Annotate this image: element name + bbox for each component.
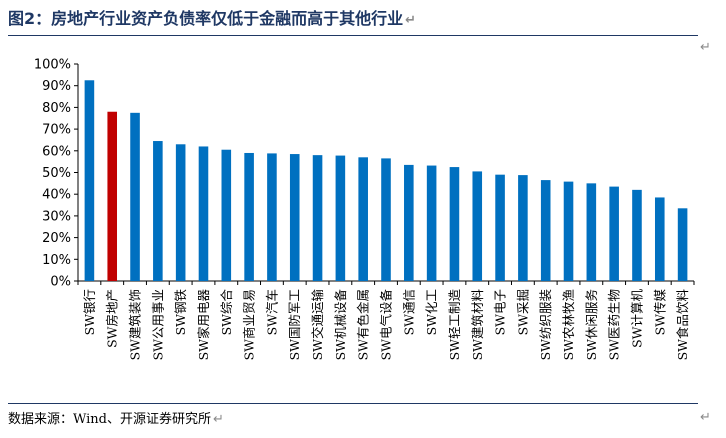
bar (381, 158, 391, 281)
bar-chart: 0% 10% 20% 30% 40% 50% 60% 70% 80% 90% 100% SW银行 SW房… (0, 44, 726, 400)
bar (244, 152, 254, 281)
category-label: SW房地产 (105, 289, 120, 348)
bar (312, 155, 323, 281)
category-label: SW有色金属 (356, 289, 371, 360)
bar (563, 181, 574, 281)
category-label: SW通信 (401, 289, 416, 335)
category-label: SW国防军工 (287, 289, 302, 360)
category-label: SW医药生物 (607, 289, 622, 360)
bar (130, 112, 140, 281)
bar (175, 144, 186, 281)
return-mark: ↵ (700, 410, 711, 425)
category-label: SW机械设备 (333, 289, 348, 361)
category-label: SW家用电器 (196, 289, 211, 361)
y-tick-label: 0% (50, 275, 71, 290)
category-label: SW化工 (424, 289, 439, 335)
category-label: SW电气设备 (379, 289, 394, 361)
chart-title: 图2：房地产行业资产负债率仅低于金融而高于其他行业 ↵ (8, 9, 417, 28)
return-mark: ↵ (700, 40, 711, 55)
bar (495, 174, 505, 281)
category-label: SW银行 (82, 289, 97, 335)
return-mark: ↵ (405, 13, 417, 28)
bar (609, 186, 619, 281)
bar (335, 155, 346, 281)
footer-rule (8, 403, 698, 404)
bar (586, 183, 597, 281)
y-tick-label: 90% (42, 79, 71, 94)
y-tick-label: 60% (42, 144, 71, 159)
category-label: SW公用事业 (150, 289, 165, 360)
bar (518, 175, 528, 281)
source-note: 数据来源：Wind、开源证券研究所 ↵ (8, 412, 224, 427)
category-label: SW交通运输 (310, 289, 325, 361)
bar (107, 111, 118, 282)
bar (289, 154, 300, 281)
category-label: SW商业贸易 (242, 289, 257, 360)
y-tick-label: 40% (42, 188, 71, 203)
bar (267, 153, 277, 281)
bar (358, 157, 368, 281)
bar (84, 80, 95, 282)
category-label: SW食品饮料 (675, 289, 690, 361)
bar (404, 164, 414, 281)
y-tick-label: 20% (42, 231, 71, 246)
category-label: SW综合 (219, 289, 234, 336)
bar-chart-svg: 0% 10% 20% 30% 40% 50% 60% 70% 80% 90% 100% SW银行 SW房… (34, 58, 695, 361)
bar (153, 141, 163, 281)
y-tick-label: 10% (42, 253, 71, 268)
y-tick-label: 30% (42, 209, 71, 224)
category-label: SW休闲服务 (584, 289, 599, 360)
bar (198, 146, 209, 281)
category-label: SW建筑材料 (470, 289, 485, 361)
category-label: SW汽车 (264, 289, 279, 335)
category-label: SW传媒 (652, 289, 667, 336)
y-tick-label: 50% (42, 166, 71, 181)
bar (426, 165, 437, 281)
y-tick-label: 100% (34, 58, 71, 73)
category-label: SW采掘 (515, 289, 530, 335)
title-rule (8, 35, 698, 36)
bar (632, 189, 642, 281)
y-tick-label: 70% (42, 123, 71, 138)
category-label: SW计算机 (629, 289, 644, 348)
bar (677, 208, 688, 281)
category-label: SW建筑装饰 (128, 289, 143, 360)
bar (472, 171, 483, 281)
category-label: SW钢铁 (173, 289, 188, 336)
return-mark: ↵ (213, 412, 224, 427)
category-label: SW纺织服装 (538, 289, 553, 360)
bar (449, 167, 460, 281)
y-tick-label: 80% (42, 101, 71, 116)
bar (221, 149, 232, 281)
category-label: SW电子 (493, 289, 508, 335)
category-label: SW农林牧渔 (561, 289, 576, 360)
bar (540, 180, 551, 281)
bar (654, 197, 665, 281)
category-label: SW轻工制造 (447, 289, 462, 361)
